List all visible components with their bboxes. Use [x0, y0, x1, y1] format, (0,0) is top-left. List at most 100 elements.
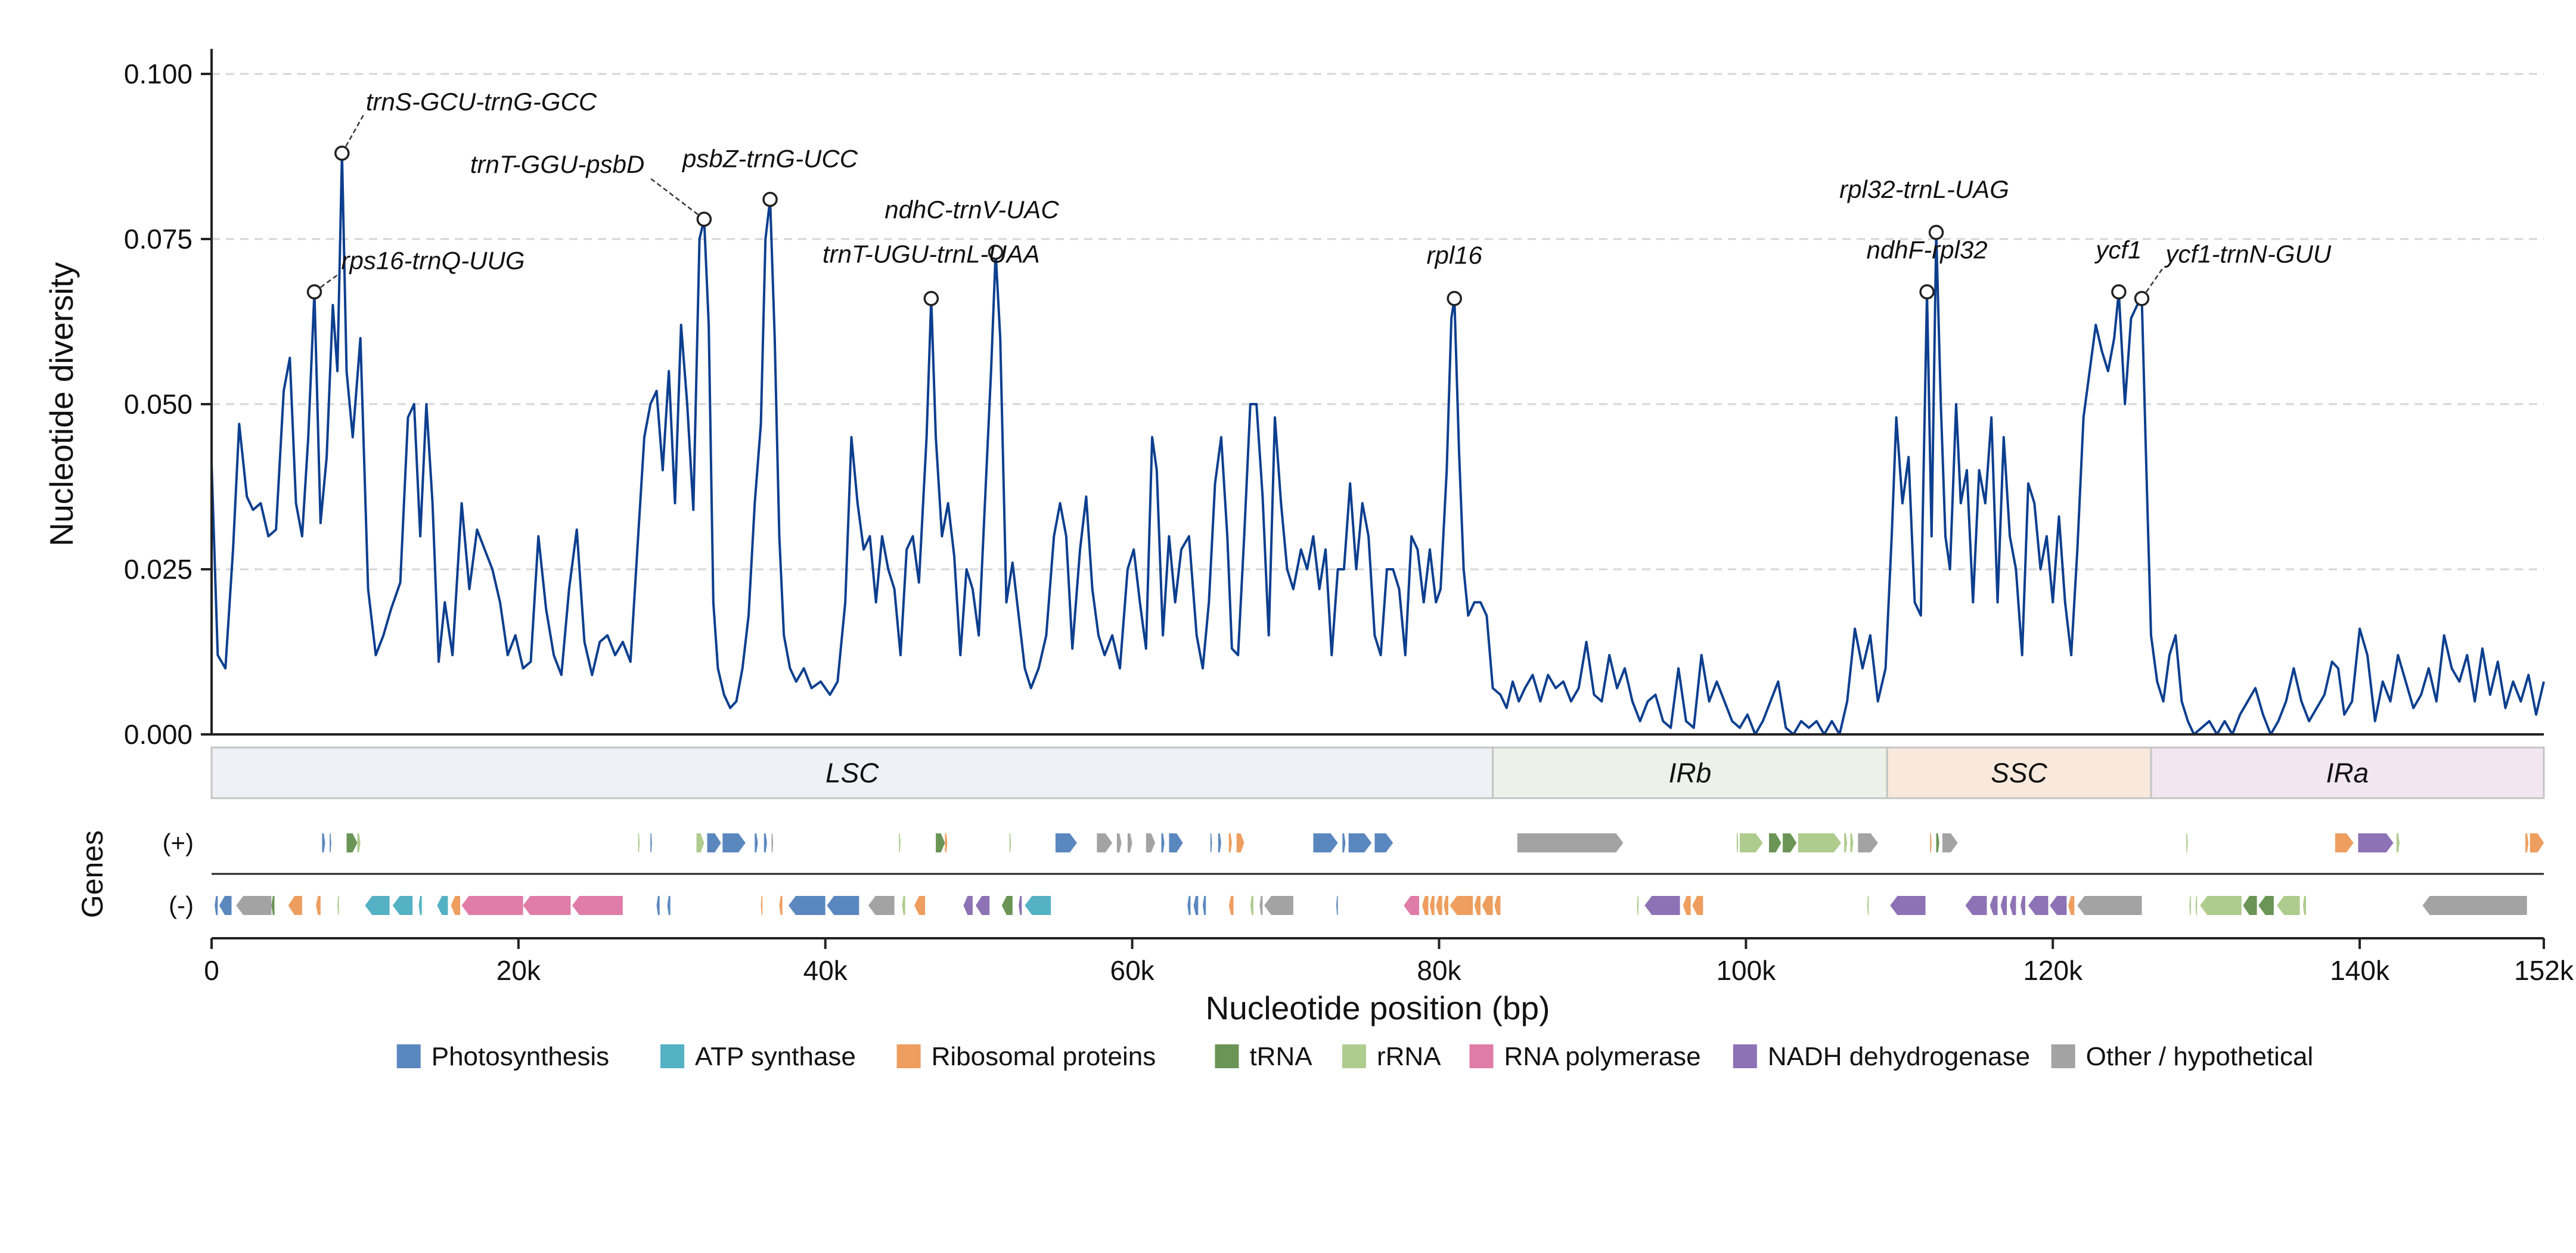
region-label-ssc: SSC: [1991, 758, 2047, 789]
gene-nadh-dehydrogenase: [1019, 896, 1022, 915]
minus-strand-label: (-): [169, 891, 194, 919]
legend-label: Photosynthesis: [432, 1042, 609, 1071]
region-bar: LSC IRb SSC IRa: [210, 746, 2545, 799]
legend-item-photosynthesis: Photosynthesis: [396, 1042, 609, 1071]
annotation-trns-gcu-trng-gcc: trnS-GCU-trnG-GCC: [366, 88, 597, 116]
gene-photosynthesis: [764, 833, 767, 852]
gene-photosynthesis: [322, 833, 325, 852]
gene-rrna: [1009, 833, 1011, 852]
gene-trna: [1936, 833, 1939, 852]
gene-rrna: [638, 833, 640, 852]
gene-ribosomal-proteins: [761, 896, 763, 915]
gene-nadh-dehydrogenase: [1965, 896, 1987, 915]
gene-photosynthesis: [1218, 833, 1221, 852]
gene-rrna: [2186, 833, 2188, 852]
legend-item-rna-polymerase: RNA polymerase: [1469, 1042, 1701, 1071]
legend: Photosynthesis ATP synthase Ribosomal prot…: [396, 1042, 2313, 1071]
y-tick-label: 0.100: [124, 58, 193, 89]
gene-photosynthesis: [1336, 896, 1338, 915]
region-label-ira: IRa: [2326, 758, 2369, 789]
annotation-leader-line: [2141, 267, 2164, 299]
gene-other-hypothetical: [2077, 896, 2142, 915]
gene-photosynthesis: [1169, 833, 1183, 852]
legend-item-rrna: rRNA: [1342, 1042, 1441, 1071]
gene-tracks: [215, 833, 2544, 915]
x-tick-label: 140k: [2330, 955, 2390, 986]
gene-other-hypothetical: [1264, 896, 1293, 915]
gene-photosynthesis: [707, 833, 721, 852]
gene-ribosomal-proteins: [1930, 833, 1932, 852]
gene-other-hypothetical: [1116, 833, 1122, 852]
y-tick-label: 0.075: [124, 224, 193, 255]
gene-nadh-dehydrogenase: [1644, 896, 1680, 915]
gene-ribosomal-proteins: [1228, 896, 1234, 915]
legend-swatch: [1342, 1044, 1366, 1068]
legend-swatch: [1733, 1044, 1757, 1068]
gene-photosynthesis: [755, 833, 758, 852]
gene-other-hypothetical: [1127, 833, 1132, 852]
x-tick-label: 60k: [1110, 955, 1155, 986]
gene-nadh-dehydrogenase: [2010, 896, 2016, 915]
gene-rrna: [2396, 833, 2400, 852]
gene-trna: [271, 896, 275, 915]
gene-rrna: [2200, 896, 2242, 915]
gene-other-hypothetical: [2422, 896, 2527, 915]
gene-other-hypothetical: [1259, 896, 1263, 915]
y-tick-label: 0.050: [124, 389, 193, 420]
gene-rrna: [1867, 896, 1869, 915]
gene-rrna: [899, 833, 901, 852]
gene-ribosomal-proteins: [316, 896, 321, 915]
grid-lines: [212, 73, 2544, 570]
gene-ribosomal-proteins: [914, 896, 926, 915]
region-ira: [2150, 746, 2545, 799]
gene-rrna: [696, 833, 704, 852]
legend-item-ribosomal-proteins: Ribosomal proteins: [896, 1042, 1156, 1071]
gene-photosynthesis: [1374, 833, 1393, 852]
gene-photosynthesis: [656, 896, 660, 915]
annotation-leader-line: [648, 176, 705, 220]
gene-nadh-dehydrogenase: [1890, 896, 1926, 915]
gene-rrna: [357, 833, 361, 852]
gene-nadh-dehydrogenase: [2050, 896, 2067, 915]
x-tick-label: 152k: [2514, 955, 2574, 986]
gene-photosynthesis: [1193, 896, 1199, 915]
gene-photosynthesis: [650, 833, 652, 852]
gene-nadh-dehydrogenase: [2021, 896, 2025, 915]
annotation-ycf1: ycf1: [2094, 236, 2142, 264]
gene-ribosomal-proteins: [1683, 896, 1691, 915]
gene-trna: [2243, 896, 2257, 915]
peak-annotations: trnS-GCU-trnG-GCC rps16-trnQ-UUG trnT-GGU-…: [306, 88, 2332, 306]
peak-marker: [2111, 284, 2127, 300]
gene-atp-synthase: [418, 896, 422, 915]
gene-ribosomal-proteins: [2530, 833, 2544, 852]
x-tick-label: 0: [204, 955, 219, 986]
legend-label: ATP synthase: [695, 1042, 856, 1071]
legend-swatch: [2051, 1044, 2075, 1068]
gene-rrna: [2189, 896, 2191, 915]
diversity-series-line: [210, 152, 2545, 736]
x-tick-label: 100k: [1716, 955, 1776, 986]
annotation-ycf1-trnn-guu: ycf1-trnN-GUU: [2164, 240, 2332, 268]
gene-other-hypothetical: [1858, 833, 1878, 852]
gene-photosynthesis: [1210, 833, 1212, 852]
gene-trna: [1769, 833, 1782, 852]
gene-rna-polymerase: [572, 896, 623, 915]
gene-ribosomal-proteins: [945, 833, 948, 852]
genes-track-title: Genes: [76, 830, 109, 918]
gene-rrna: [2277, 896, 2300, 915]
legend-label: RNA polymerase: [1504, 1042, 1701, 1071]
annotation-leader-line: [314, 273, 340, 293]
annotation-trnt-ggu-psbd: trnT-GGU-psbD: [470, 150, 645, 178]
gene-other-hypothetical: [1146, 833, 1156, 852]
gene-trna: [2258, 896, 2274, 915]
region-irb: [1492, 746, 1888, 799]
gene-nadh-dehydrogenase: [2000, 896, 2007, 915]
gene-ribosomal-proteins: [1692, 896, 1703, 915]
gene-other-hypothetical: [1097, 833, 1113, 852]
gene-ribosomal-proteins: [1422, 896, 1429, 915]
gene-atp-synthase: [365, 896, 390, 915]
gene-photosynthesis: [789, 896, 825, 915]
annotation-rpl32-trnl-uag: rpl32-trnL-UAG: [1839, 175, 2009, 203]
legend-item-trna: tRNA: [1215, 1042, 1312, 1071]
